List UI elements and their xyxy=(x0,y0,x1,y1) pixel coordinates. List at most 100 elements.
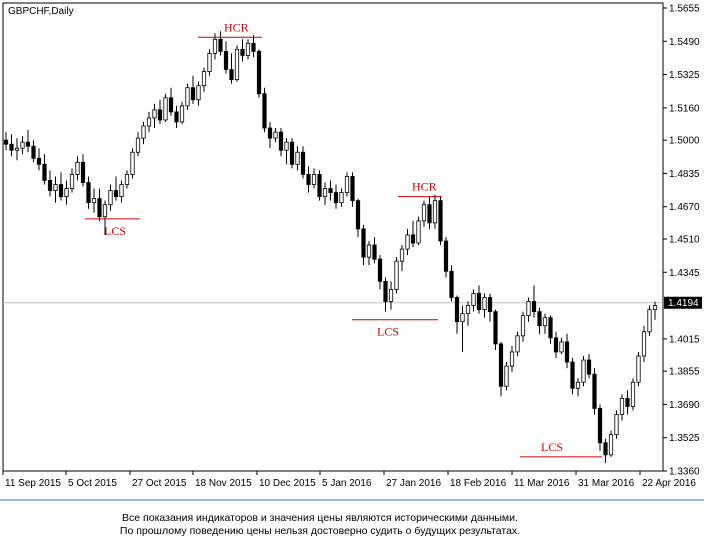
annotations-layer: HCR LCS HCR LCS LCS xyxy=(85,20,602,458)
candle xyxy=(460,305,465,352)
candle xyxy=(482,293,487,318)
candle-body-down xyxy=(36,157,42,165)
candle xyxy=(174,105,179,129)
candle xyxy=(328,180,333,201)
candle-body-up xyxy=(504,365,509,387)
candle-body-up xyxy=(432,200,438,224)
candle-body-up xyxy=(69,174,75,189)
candle-body-down xyxy=(454,297,460,323)
candle xyxy=(141,121,146,145)
candle xyxy=(339,188,344,207)
candle xyxy=(119,180,124,203)
y-tick-label: 1.4835 xyxy=(669,169,700,180)
x-tick-label: 10 Dec 2015 xyxy=(259,478,316,489)
candle xyxy=(157,99,163,125)
candle xyxy=(207,49,212,76)
candle-body-down xyxy=(537,311,542,327)
candle-body-up xyxy=(575,381,581,389)
candle xyxy=(542,313,548,334)
candle xyxy=(421,200,427,227)
disclaimer: Все показания индикаторов и значения цен… xyxy=(0,512,640,538)
candle xyxy=(53,176,58,203)
candle xyxy=(476,285,482,314)
candle-body-up xyxy=(163,97,168,121)
candle-body-down xyxy=(97,198,102,218)
candle xyxy=(432,194,438,229)
candle xyxy=(295,146,300,171)
candle-body-down xyxy=(603,442,608,456)
y-tick-label: 1.4510 xyxy=(669,234,700,245)
candle xyxy=(42,154,47,185)
candle xyxy=(64,180,69,205)
candle-body-up xyxy=(207,52,212,72)
candle xyxy=(383,277,388,312)
candle xyxy=(240,39,245,62)
candle-body-up xyxy=(201,71,207,87)
candle-body-down xyxy=(498,343,504,387)
candle-body-up xyxy=(130,151,135,175)
plot-area xyxy=(2,2,664,472)
candle xyxy=(410,220,416,248)
candle xyxy=(636,351,641,387)
candle xyxy=(300,146,306,179)
candle-body-up xyxy=(322,188,328,198)
candle-body-up xyxy=(520,315,526,337)
candle xyxy=(344,172,350,197)
y-tick-label: 1.4670 xyxy=(669,202,700,213)
candle-body-up xyxy=(641,331,647,357)
candle-body-down xyxy=(493,311,498,345)
candle xyxy=(350,172,355,207)
candle-body-down xyxy=(597,408,603,444)
candle-body-up xyxy=(14,147,20,151)
candle xyxy=(333,184,339,209)
candle xyxy=(515,331,520,357)
candle-body-up xyxy=(196,85,201,101)
candle xyxy=(69,168,75,193)
candle-body-down xyxy=(476,293,482,311)
candle xyxy=(135,132,141,157)
candle-body-up xyxy=(152,109,157,119)
y-tick-label: 1.5325 xyxy=(669,70,700,81)
candle-body-up xyxy=(108,190,113,206)
candle-body-up xyxy=(559,341,564,353)
candle-body-up xyxy=(102,204,108,218)
candle-body-up xyxy=(20,141,25,149)
candle xyxy=(146,111,152,133)
candle-body-up xyxy=(339,192,344,204)
y-tick-label: 1.5000 xyxy=(669,136,700,147)
y-axis: 1.5655 1.5490 1.5325 1.5160 1.5000 1.4835 1.46… xyxy=(663,4,702,478)
candle xyxy=(592,368,597,415)
candle-body-down xyxy=(333,192,339,204)
candle xyxy=(311,168,317,189)
candle xyxy=(487,293,493,322)
candle-body-down xyxy=(372,244,377,260)
candle-body-down xyxy=(174,111,179,123)
candle-body-up xyxy=(526,301,531,317)
candle-body-up xyxy=(581,359,586,383)
candle-body-down xyxy=(383,280,388,302)
candle xyxy=(58,172,64,201)
candle xyxy=(36,148,42,171)
candle xyxy=(509,345,515,373)
y-tick-label: 1.3525 xyxy=(669,433,700,444)
candle-body-up xyxy=(421,204,427,222)
candle-body-down xyxy=(223,50,229,70)
y-tick-label: 1.4015 xyxy=(669,334,700,345)
candle-body-down xyxy=(262,93,267,129)
candle xyxy=(185,83,190,110)
x-tick-label: 27 Oct 2015 xyxy=(132,478,187,489)
candle-body-up xyxy=(465,305,471,315)
candle xyxy=(91,188,97,213)
candle xyxy=(223,41,229,74)
y-tick-label: 1.5655 xyxy=(669,4,700,15)
y-tick-label: 1.3855 xyxy=(669,367,700,378)
candle-body-down xyxy=(531,301,537,313)
candle xyxy=(443,236,449,278)
x-tick-label: 22 Apr 2016 xyxy=(642,478,696,489)
candle-body-up xyxy=(284,141,289,151)
candle xyxy=(168,87,174,116)
candle-body-down xyxy=(328,188,333,193)
candle-body-up xyxy=(630,381,636,407)
disclaimer-line-2: По прошлому поведению цены нельзя достов… xyxy=(119,525,521,537)
candle xyxy=(245,39,251,60)
